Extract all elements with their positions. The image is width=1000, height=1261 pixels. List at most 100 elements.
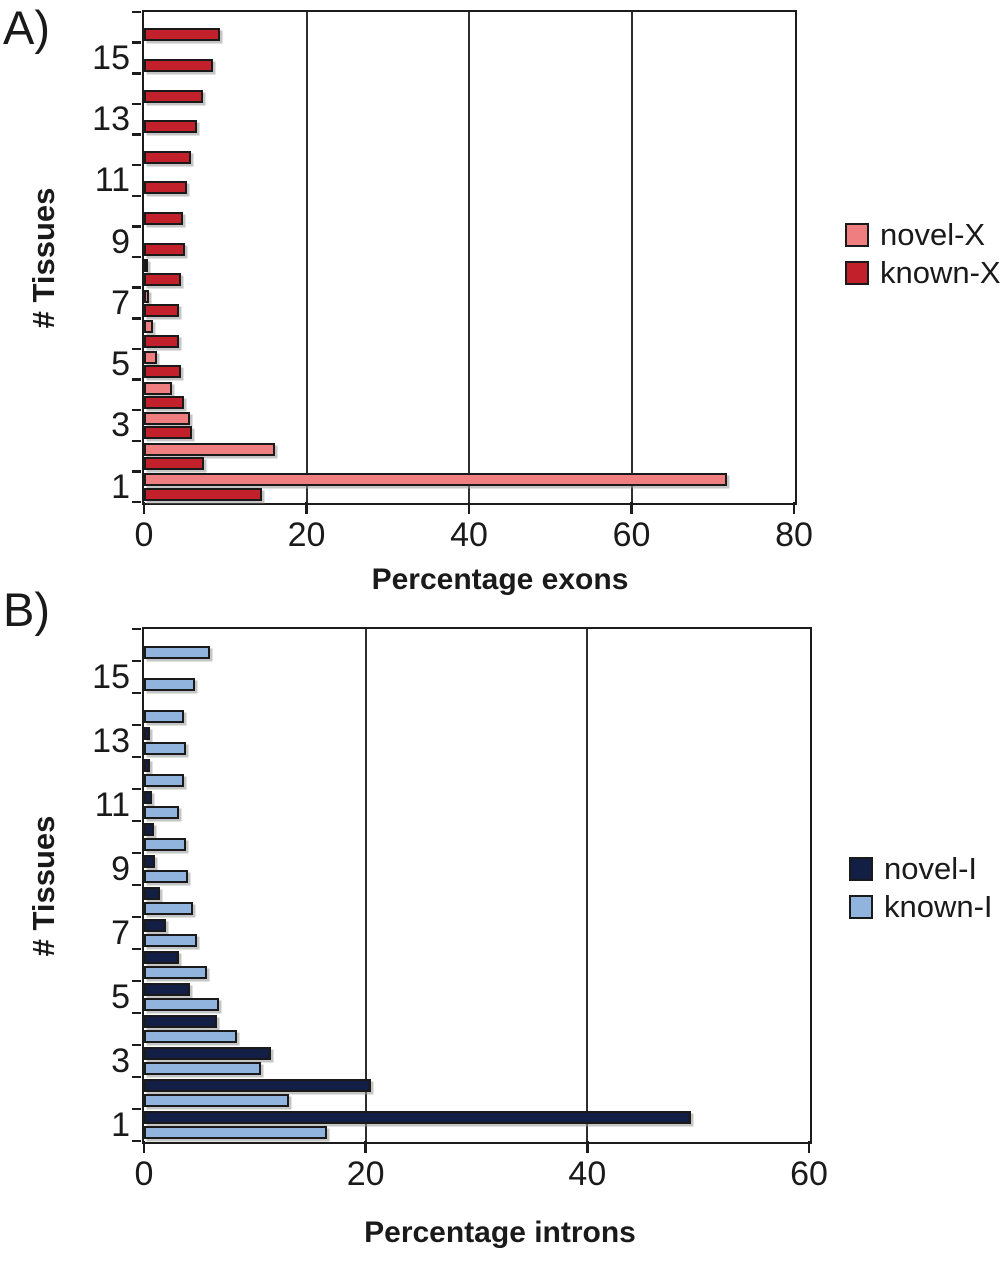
- panel-b-label: B): [3, 583, 50, 636]
- y-axis-tick: [132, 500, 141, 504]
- y-tick-label-11: 11: [94, 786, 130, 824]
- x-axis-tick-20: [305, 502, 308, 514]
- x-tick-label-80: 80: [775, 516, 813, 554]
- y-axis-tick: [132, 947, 141, 951]
- bar-known-X-tissue-1: [144, 487, 263, 501]
- x-axis-tick-60: [807, 1141, 811, 1153]
- y-tick-label-3: 3: [111, 406, 130, 445]
- x-axis-tick-0: [142, 502, 146, 514]
- bar-novel-X-tissue-3: [144, 412, 190, 426]
- y-axis-tick: [132, 470, 141, 473]
- gridline-x-60: [630, 12, 633, 502]
- y-tick-label-7: 7: [111, 283, 130, 322]
- y-tick-label-9: 9: [111, 850, 130, 888]
- bar-novel-X-tissue-8: [144, 259, 149, 272]
- bar-known-X-tissue-11: [144, 181, 187, 195]
- legend-swatch-known-i: [849, 894, 873, 919]
- bar-novel-I-tissue-7: [144, 919, 166, 932]
- bar-known-X-tissue-10: [144, 212, 183, 226]
- y-axis-tick: [132, 691, 141, 695]
- bar-novel-X-tissue-1: [144, 473, 727, 487]
- bar-known-X-tissue-13: [144, 120, 198, 134]
- legend-label-known-i: known-I: [884, 889, 993, 924]
- y-axis-tick: [132, 851, 141, 855]
- bar-known-I-tissue-4: [144, 1030, 237, 1043]
- bar-known-I-tissue-11: [144, 806, 180, 819]
- bar-novel-I-tissue-6: [144, 951, 180, 964]
- bar-novel-I-tissue-3: [144, 1047, 272, 1060]
- x-tick-label-40: 40: [568, 1155, 607, 1193]
- bar-known-X-tissue-6: [144, 334, 180, 348]
- x-tick-label-0: 0: [134, 1155, 154, 1193]
- y-axis-tick: [132, 755, 141, 759]
- y-tick-label-1: 1: [111, 467, 130, 506]
- y-axis-tick: [132, 408, 141, 412]
- bar-novel-I-tissue-4: [144, 1015, 217, 1028]
- bar-known-I-tissue-1: [144, 1126, 327, 1139]
- x-axis-tick-40: [586, 1141, 589, 1153]
- bar-known-X-tissue-5: [144, 365, 181, 379]
- y-tick-label-9: 9: [111, 222, 130, 261]
- y-axis-tick: [132, 819, 141, 823]
- legend-label-known-x: known-X: [880, 255, 1000, 290]
- bar-known-X-tissue-4: [144, 395, 185, 409]
- y-axis-tick: [132, 378, 141, 381]
- bar-known-X-tissue-2: [144, 457, 204, 471]
- gridline-x-40: [468, 12, 470, 502]
- bar-novel-X-tissue-2: [144, 442, 276, 456]
- x-axis-tick-80: [792, 502, 796, 514]
- y-axis-tick: [132, 347, 141, 351]
- bar-novel-X-tissue-7: [144, 289, 150, 303]
- x-tick-label-20: 20: [346, 1155, 385, 1193]
- bar-novel-I-tissue-10: [144, 823, 154, 836]
- legend-swatch-novel-i: [849, 856, 873, 881]
- y-tick-label-1: 1: [111, 1106, 130, 1144]
- bar-known-I-tissue-5: [144, 998, 220, 1011]
- y-axis-tick: [132, 659, 141, 663]
- bar-known-X-tissue-8: [144, 273, 181, 287]
- x-tick-label-60: 60: [790, 1155, 828, 1193]
- legend-label-novel-i: novel-I: [884, 851, 978, 886]
- y-axis-tick: [132, 979, 141, 983]
- y-tick-label-13: 13: [92, 722, 130, 760]
- bar-known-I-tissue-6: [144, 966, 207, 979]
- x-axis-title-a: Percentage exons: [371, 563, 629, 596]
- bar-known-X-tissue-12: [144, 150, 191, 164]
- y-tick-label-3: 3: [111, 1042, 130, 1080]
- bar-novel-I-tissue-13: [144, 727, 151, 740]
- y-tick-label-15: 15: [92, 658, 130, 696]
- legend-item-known-i: known-I: [849, 889, 993, 924]
- plot-area-a: 15 13 11 9 7 5 3 1 0 20 40 60 80: [92, 10, 813, 552]
- bar-novel-X-tissue-6: [144, 320, 153, 334]
- y-axis-tick: [132, 883, 141, 887]
- y-axis-tick: [132, 1075, 141, 1079]
- x-axis-tick-20: [364, 1141, 367, 1153]
- bar-known-X-tissue-15: [144, 58, 214, 72]
- x-axis-tick-60: [630, 502, 633, 514]
- y-axis-tick: [132, 317, 141, 320]
- bar-known-I-tissue-2: [144, 1094, 289, 1107]
- x-axis-tick-0: [142, 1141, 146, 1153]
- bar-known-I-tissue-15: [144, 678, 195, 691]
- legend-swatch-known-x: [845, 260, 869, 285]
- legend-label-novel-x: novel-X: [880, 217, 986, 252]
- bar-novel-I-tissue-8: [144, 887, 161, 900]
- y-axis-title-a: # Tissues: [26, 187, 61, 329]
- legend-item-novel-x: novel-X: [845, 217, 1000, 252]
- bar-novel-I-tissue-9: [144, 855, 155, 868]
- bar-novel-I-tissue-1: [144, 1111, 692, 1124]
- y-axis-tick: [132, 627, 141, 631]
- y-axis-tick: [132, 915, 141, 919]
- y-axis-tick: [132, 255, 141, 259]
- bar-novel-X-tissue-4: [144, 381, 172, 395]
- y-axis-tick: [132, 1107, 141, 1111]
- panel-a-label: A): [3, 1, 50, 54]
- bar-known-I-tissue-16: [144, 646, 211, 659]
- y-axis-tick: [132, 439, 141, 442]
- x-tick-label-20: 20: [287, 516, 326, 554]
- bar-known-I-tissue-14: [144, 710, 184, 723]
- y-tick-label-13: 13: [92, 100, 130, 139]
- bar-known-X-tissue-3: [144, 426, 192, 440]
- y-axis-tick: [132, 1139, 141, 1143]
- bar-known-I-tissue-3: [144, 1062, 262, 1075]
